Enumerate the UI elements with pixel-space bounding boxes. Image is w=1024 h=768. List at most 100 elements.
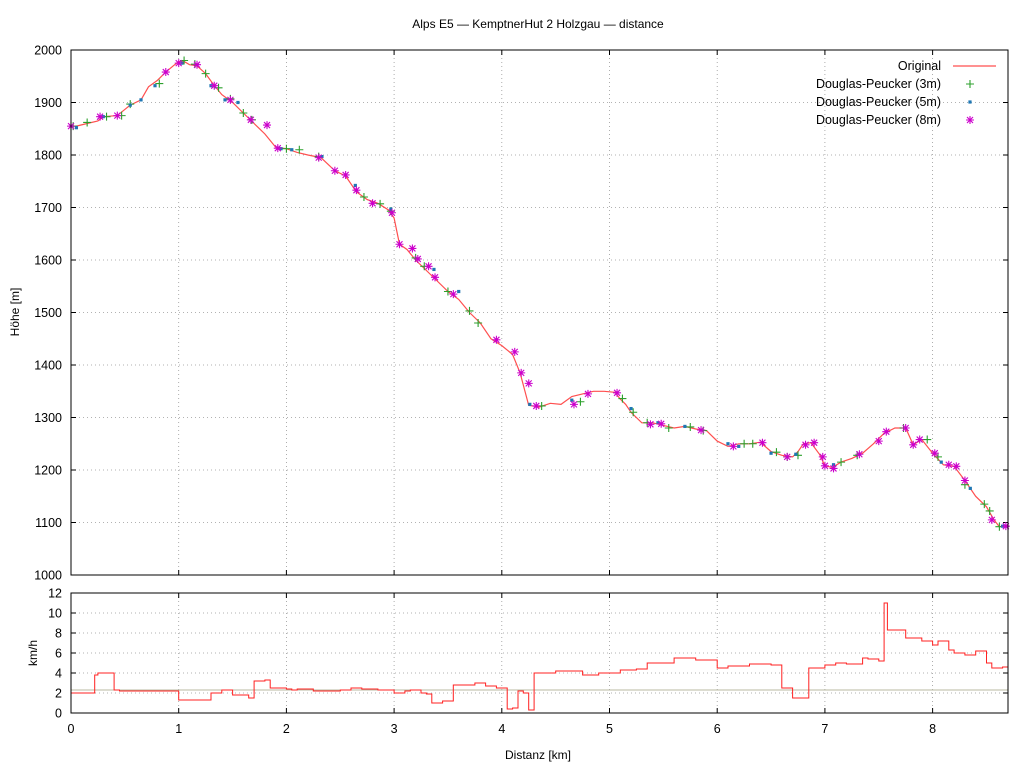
dp5-marker	[737, 444, 741, 448]
dp8-marker	[408, 244, 417, 253]
speed-y-axis-label: km/h	[26, 640, 40, 666]
y-tick-label: 6	[55, 647, 62, 661]
dp8-marker	[729, 442, 738, 451]
dp8-marker	[930, 449, 939, 458]
y-tick-label: 1600	[34, 254, 62, 268]
dp8-marker	[818, 452, 827, 461]
dp3-marker	[966, 80, 974, 88]
x-tick-label: 7	[821, 722, 828, 736]
dp3-marker	[923, 435, 932, 444]
dp8-marker	[952, 462, 961, 471]
chart-title: Alps E5 — KemptnerHut 2 Holzgau — distan…	[412, 17, 664, 31]
dp8-marker	[330, 166, 339, 175]
elevation-grid	[71, 50, 1008, 575]
y-tick-label: 10	[48, 607, 62, 621]
dp8-marker	[226, 95, 235, 104]
dp8-marker	[901, 424, 910, 432]
dp3-marker	[740, 439, 749, 448]
dp5-marker	[457, 289, 461, 294]
dp3-marker	[474, 319, 483, 327]
dp8-marker	[532, 401, 541, 410]
dp8-marker	[341, 170, 350, 179]
dp3-marker	[629, 408, 638, 417]
dp8-marker	[758, 438, 767, 447]
dp5-marker	[236, 100, 240, 105]
legend-label: Douglas-Peucker (3m)	[816, 77, 941, 91]
dp3-marker	[772, 448, 781, 457]
dp3-marker	[985, 506, 994, 515]
dp5-marker	[726, 442, 730, 446]
dp8-marker	[820, 461, 829, 470]
dp8-marker	[424, 262, 433, 271]
dp5-marker	[528, 402, 532, 406]
dp8-marker	[510, 347, 519, 356]
dp5-marker	[968, 486, 972, 490]
dp3-marker	[748, 439, 757, 448]
dp8-marker	[113, 111, 122, 120]
x-tick-label: 8	[929, 722, 936, 736]
y-tick-label: 1000	[34, 569, 62, 583]
dp5-marker	[432, 267, 436, 272]
dp3-marker	[155, 79, 164, 88]
speed-plot-frame	[70, 592, 1009, 714]
dp3-marker	[239, 109, 248, 117]
dp8-marker	[96, 112, 105, 121]
dp3-marker	[282, 144, 291, 153]
dp8-marker	[657, 419, 666, 428]
dp5-marker	[769, 451, 773, 455]
x-tick-label: 3	[391, 722, 398, 736]
elevation-chart: 1000 1100 1200 1300 1400 1500 1600 1700 1800 1900…	[8, 44, 1010, 583]
dp3-marker	[933, 452, 942, 461]
dp8-marker	[915, 435, 924, 444]
dp8-marker	[517, 368, 526, 377]
dp5-marker	[353, 183, 357, 188]
dp3-marker	[643, 418, 652, 427]
dp5-marker	[139, 98, 143, 102]
dp3-marker	[295, 145, 304, 154]
dp5-marker	[320, 154, 324, 159]
x-tick-label: 0	[68, 722, 75, 736]
dp8-marker	[569, 400, 578, 409]
elevation-plot-frame	[70, 49, 1009, 576]
legend-label: Douglas-Peucker (5m)	[816, 95, 941, 109]
dp3-marker	[837, 458, 846, 467]
y-tick-label: 1800	[34, 149, 62, 163]
legend: Original Douglas-Peucker (3m) Douglas-Peuc…	[816, 59, 996, 127]
y-tick-label: 1900	[34, 96, 62, 110]
dp8-marker	[909, 440, 918, 449]
x-axis-label: Distanz [km]	[505, 748, 571, 762]
dp8-marker	[413, 254, 422, 263]
y-tick-label: 1700	[34, 201, 62, 215]
y-tick-label: 1200	[34, 464, 62, 478]
x-tick-label: 4	[498, 722, 505, 736]
dp5-marker	[683, 424, 687, 429]
dp8-marker	[960, 476, 969, 485]
dp5-marker	[629, 406, 633, 411]
dp8-marker	[273, 144, 282, 153]
elevation-y-axis-label: Höhe [m]	[8, 288, 22, 337]
dp3-marker	[465, 306, 474, 315]
dp8-marker	[210, 81, 219, 90]
dp3-marker	[576, 397, 585, 406]
dp8-marker	[263, 121, 272, 130]
series-original-line	[71, 60, 1009, 528]
dp8-marker	[352, 186, 361, 195]
dp8-marker	[829, 464, 838, 473]
x-tick-label: 6	[714, 722, 721, 736]
y-tick-label: 1300	[34, 411, 62, 425]
y-tick-label: 8	[55, 627, 62, 641]
dp8-marker	[874, 437, 883, 446]
legend-label: Douglas-Peucker (8m)	[816, 113, 941, 127]
dp5-marker	[794, 452, 798, 456]
x-tick-label: 1	[175, 722, 182, 736]
dp8-marker	[810, 438, 819, 447]
dp5-marker	[290, 148, 294, 152]
dp8-marker	[431, 273, 440, 282]
speed-grid	[71, 593, 1008, 713]
dp5-marker	[223, 98, 227, 102]
y-tick-label: 1400	[34, 359, 62, 373]
speed-x-ticks: 0 1 2 3 4 5 6 7 8	[68, 593, 936, 736]
speed-step-line	[71, 602, 1009, 711]
dp8-marker	[801, 440, 810, 449]
dp3-marker	[686, 422, 695, 431]
